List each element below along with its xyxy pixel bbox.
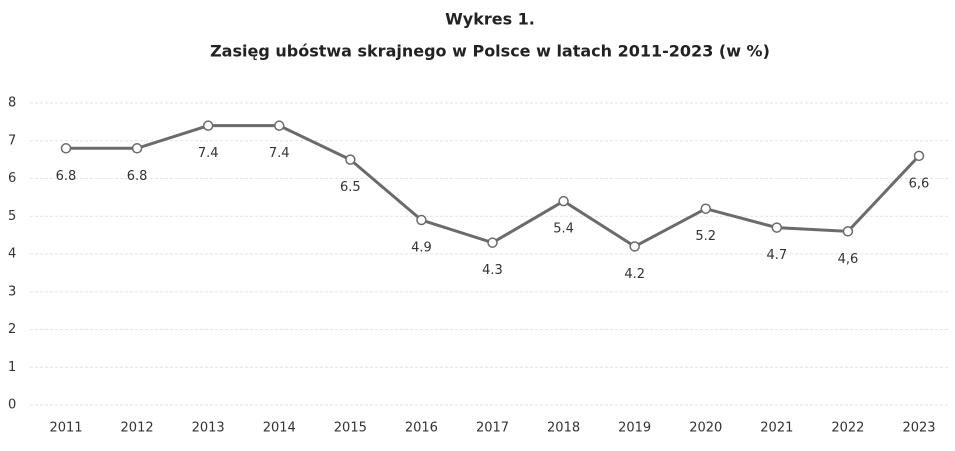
chart-subtitle: Zasięg ubóstwa skrajnego w Polsce w lata… (210, 42, 770, 61)
x-tick-label: 2015 (334, 421, 367, 436)
data-point (274, 120, 285, 131)
y-tick-label: 5 (8, 209, 16, 224)
x-tick-label: 2012 (121, 421, 154, 436)
data-point (913, 150, 925, 162)
y-tick-label: 8 (8, 96, 16, 111)
data-point (416, 214, 427, 226)
data-point (131, 143, 143, 154)
x-tick-label: 2017 (476, 421, 509, 436)
x-tick-label: 2016 (405, 421, 438, 436)
data-label: 7.4 (269, 146, 290, 161)
data-point (487, 237, 498, 248)
data-point (629, 241, 640, 252)
x-tick-label: 2019 (618, 421, 651, 436)
data-label: 4,6 (838, 252, 859, 267)
data-point (60, 143, 72, 154)
data-label: 6.8 (127, 169, 148, 184)
data-label: 4.7 (766, 248, 787, 263)
y-tick-label: 0 (8, 398, 16, 413)
data-point (771, 222, 783, 233)
x-tick-label: 2022 (831, 421, 864, 436)
x-tick-label: 2023 (902, 421, 935, 436)
chart-title: Wykres 1. (445, 10, 535, 29)
x-tick-label: 2013 (192, 421, 225, 436)
data-point (202, 120, 214, 131)
x-tick-label: 2011 (49, 421, 82, 436)
data-point (345, 154, 356, 165)
y-tick-label: 3 (8, 284, 16, 299)
data-label: 7.4 (198, 146, 219, 161)
data-label: 5.2 (695, 229, 716, 244)
data-label: 6.8 (56, 169, 77, 184)
data-line (66, 124, 921, 249)
y-tick-label: 2 (8, 322, 16, 337)
data-point (700, 203, 711, 214)
y-tick-label: 4 (8, 247, 16, 262)
x-tick-label: 2014 (263, 421, 296, 436)
y-tick-label: 1 (8, 360, 16, 375)
data-label: 4.2 (624, 267, 645, 282)
data-label: 4.3 (482, 263, 503, 278)
data-label: 5.4 (553, 222, 574, 237)
data-point (842, 226, 854, 237)
data-label: 4.9 (411, 241, 432, 256)
data-point (558, 195, 569, 207)
data-label: 6,6 (909, 176, 930, 191)
x-tick-label: 2018 (547, 421, 580, 436)
y-tick-label: 6 (8, 171, 16, 186)
x-tick-label: 2020 (689, 421, 722, 436)
x-tick-label: 2021 (760, 421, 793, 436)
y-tick-label: 7 (8, 133, 16, 148)
data-label: 6.5 (340, 180, 361, 195)
